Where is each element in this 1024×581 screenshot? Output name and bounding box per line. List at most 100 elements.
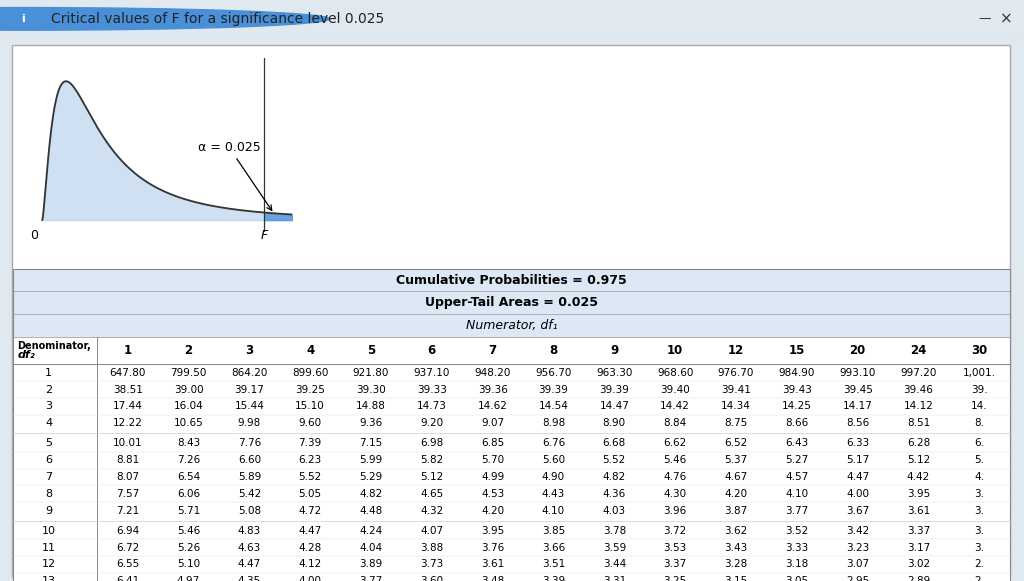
Text: 3.28: 3.28 xyxy=(724,560,748,569)
Text: 30: 30 xyxy=(971,344,987,357)
Text: 7.26: 7.26 xyxy=(177,455,200,465)
Text: 3.77: 3.77 xyxy=(359,576,383,581)
Text: 4.47: 4.47 xyxy=(299,526,322,536)
Text: 948.20: 948.20 xyxy=(474,368,511,378)
Text: 9: 9 xyxy=(610,344,618,357)
Text: 8: 8 xyxy=(549,344,558,357)
Text: 8.07: 8.07 xyxy=(116,472,139,482)
Text: 3.17: 3.17 xyxy=(907,543,930,553)
Text: 4.07: 4.07 xyxy=(420,526,443,536)
Text: 6: 6 xyxy=(428,344,436,357)
Text: 3.53: 3.53 xyxy=(664,543,687,553)
Text: 14.54: 14.54 xyxy=(539,401,568,411)
Text: 3.85: 3.85 xyxy=(542,526,565,536)
Text: 14.62: 14.62 xyxy=(478,401,508,411)
Text: 5.52: 5.52 xyxy=(299,472,322,482)
FancyBboxPatch shape xyxy=(13,337,1010,364)
Text: 39.36: 39.36 xyxy=(478,385,508,394)
Text: α = 0.025: α = 0.025 xyxy=(198,141,271,210)
Text: 4.00: 4.00 xyxy=(846,489,869,499)
Text: 6.98: 6.98 xyxy=(420,438,443,449)
Text: 6.60: 6.60 xyxy=(238,455,261,465)
Text: 3.76: 3.76 xyxy=(481,543,504,553)
Text: 8.75: 8.75 xyxy=(724,418,748,428)
FancyBboxPatch shape xyxy=(13,268,1010,292)
Text: 6.06: 6.06 xyxy=(177,489,200,499)
Text: 14.12: 14.12 xyxy=(903,401,933,411)
Text: 8.84: 8.84 xyxy=(664,418,687,428)
Text: 3.73: 3.73 xyxy=(420,560,443,569)
Text: 3.: 3. xyxy=(974,526,984,536)
Text: 2.95: 2.95 xyxy=(846,576,869,581)
Text: df₂: df₂ xyxy=(17,350,35,360)
Text: 3.87: 3.87 xyxy=(724,505,748,516)
Text: 3.77: 3.77 xyxy=(785,505,808,516)
Text: 2.89: 2.89 xyxy=(907,576,930,581)
Text: 5.46: 5.46 xyxy=(664,455,687,465)
Text: 14.17: 14.17 xyxy=(843,401,872,411)
Text: 4.83: 4.83 xyxy=(238,526,261,536)
Text: 10.01: 10.01 xyxy=(113,438,142,449)
Text: 14.47: 14.47 xyxy=(599,401,629,411)
Text: 4.28: 4.28 xyxy=(299,543,322,553)
Text: 5.70: 5.70 xyxy=(481,455,504,465)
Text: 3.66: 3.66 xyxy=(542,543,565,553)
Text: 12.22: 12.22 xyxy=(113,418,142,428)
Text: 8.98: 8.98 xyxy=(542,418,565,428)
Text: 3.48: 3.48 xyxy=(481,576,504,581)
Text: 4.63: 4.63 xyxy=(238,543,261,553)
Text: 39.39: 39.39 xyxy=(599,385,629,394)
Text: 39.43: 39.43 xyxy=(782,385,812,394)
Text: 4.35: 4.35 xyxy=(238,576,261,581)
Text: 12: 12 xyxy=(42,560,55,569)
Text: 963.30: 963.30 xyxy=(596,368,633,378)
Text: —: — xyxy=(979,12,991,26)
Text: 6.54: 6.54 xyxy=(177,472,200,482)
FancyBboxPatch shape xyxy=(13,468,1010,485)
FancyBboxPatch shape xyxy=(13,435,1010,451)
Text: 10.65: 10.65 xyxy=(174,418,204,428)
Text: 4.12: 4.12 xyxy=(299,560,322,569)
Text: 14.73: 14.73 xyxy=(417,401,446,411)
Text: 8.90: 8.90 xyxy=(603,418,626,428)
Text: 5.71: 5.71 xyxy=(177,505,200,516)
Text: 7.21: 7.21 xyxy=(116,505,139,516)
Text: 3.42: 3.42 xyxy=(846,526,869,536)
Text: 4.53: 4.53 xyxy=(481,489,504,499)
Text: 4.82: 4.82 xyxy=(359,489,383,499)
Text: 3.88: 3.88 xyxy=(420,543,443,553)
Text: 6.52: 6.52 xyxy=(724,438,748,449)
Text: 8.43: 8.43 xyxy=(177,438,200,449)
Text: 3.18: 3.18 xyxy=(785,560,808,569)
Text: 7.39: 7.39 xyxy=(299,438,322,449)
Text: 4.20: 4.20 xyxy=(481,505,504,516)
FancyBboxPatch shape xyxy=(13,398,1010,415)
Text: 3.89: 3.89 xyxy=(359,560,383,569)
Text: 39.: 39. xyxy=(971,385,987,394)
Text: 4.20: 4.20 xyxy=(724,489,748,499)
Text: 14.88: 14.88 xyxy=(356,401,386,411)
FancyBboxPatch shape xyxy=(13,381,1010,398)
Text: 8.56: 8.56 xyxy=(846,418,869,428)
Text: 997.20: 997.20 xyxy=(900,368,937,378)
Text: 864.20: 864.20 xyxy=(231,368,267,378)
Text: 1: 1 xyxy=(124,344,132,357)
Text: 3.61: 3.61 xyxy=(481,560,504,569)
FancyBboxPatch shape xyxy=(13,364,1010,381)
Text: 5.89: 5.89 xyxy=(238,472,261,482)
Text: 7: 7 xyxy=(488,344,497,357)
Text: 3: 3 xyxy=(246,344,253,357)
Text: 5.37: 5.37 xyxy=(724,455,748,465)
Text: 39.40: 39.40 xyxy=(660,385,690,394)
Text: 4.32: 4.32 xyxy=(420,505,443,516)
Text: 3.78: 3.78 xyxy=(603,526,626,536)
Text: F: F xyxy=(260,229,267,242)
Text: 6.55: 6.55 xyxy=(116,560,139,569)
Text: 6.68: 6.68 xyxy=(603,438,626,449)
FancyBboxPatch shape xyxy=(13,415,1010,432)
Text: 5.46: 5.46 xyxy=(177,526,200,536)
Text: 2.: 2. xyxy=(974,576,984,581)
Text: 3: 3 xyxy=(45,401,52,411)
Text: 39.00: 39.00 xyxy=(174,385,204,394)
Text: 4.97: 4.97 xyxy=(177,576,200,581)
